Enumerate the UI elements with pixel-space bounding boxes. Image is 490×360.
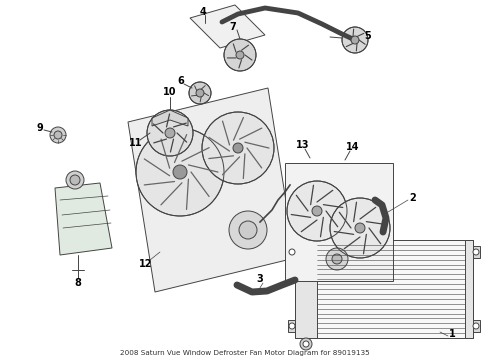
- Circle shape: [50, 127, 66, 143]
- Circle shape: [330, 198, 390, 258]
- Polygon shape: [152, 110, 188, 126]
- Polygon shape: [295, 240, 473, 338]
- Circle shape: [473, 323, 479, 329]
- Polygon shape: [295, 240, 317, 338]
- Circle shape: [287, 181, 347, 241]
- Polygon shape: [55, 183, 112, 255]
- Circle shape: [289, 249, 295, 255]
- Polygon shape: [285, 163, 393, 281]
- Text: 6: 6: [178, 76, 184, 86]
- Circle shape: [233, 143, 243, 153]
- Circle shape: [473, 249, 479, 255]
- Text: 12: 12: [139, 259, 153, 269]
- Polygon shape: [190, 5, 265, 48]
- Circle shape: [229, 211, 267, 249]
- Text: 2: 2: [410, 193, 416, 203]
- Text: 13: 13: [296, 140, 310, 150]
- Circle shape: [289, 323, 295, 329]
- Text: 14: 14: [346, 142, 360, 152]
- Text: 3: 3: [257, 274, 264, 284]
- Circle shape: [189, 82, 211, 104]
- Circle shape: [54, 131, 62, 139]
- Polygon shape: [288, 320, 295, 332]
- Circle shape: [312, 206, 322, 216]
- Text: 10: 10: [163, 87, 177, 97]
- Circle shape: [66, 171, 84, 189]
- Circle shape: [332, 254, 342, 264]
- Circle shape: [224, 39, 256, 71]
- Polygon shape: [128, 88, 295, 292]
- Circle shape: [173, 165, 187, 179]
- Circle shape: [355, 223, 365, 233]
- Text: 4: 4: [199, 7, 206, 17]
- Circle shape: [326, 248, 348, 270]
- Circle shape: [196, 89, 204, 97]
- Circle shape: [147, 110, 193, 156]
- Polygon shape: [473, 320, 480, 332]
- Text: 1: 1: [449, 329, 455, 339]
- Text: 7: 7: [230, 22, 236, 32]
- Text: 5: 5: [365, 31, 371, 41]
- Circle shape: [136, 128, 224, 216]
- Circle shape: [351, 36, 359, 44]
- Text: 9: 9: [37, 123, 44, 133]
- Text: 8: 8: [74, 278, 81, 288]
- Circle shape: [236, 51, 244, 59]
- Polygon shape: [473, 246, 480, 258]
- Polygon shape: [465, 240, 473, 338]
- Circle shape: [303, 341, 309, 347]
- Circle shape: [70, 175, 80, 185]
- Text: 11: 11: [129, 138, 143, 148]
- Circle shape: [300, 338, 312, 350]
- Polygon shape: [288, 246, 295, 258]
- Circle shape: [202, 112, 274, 184]
- Text: 2008 Saturn Vue Window Defroster Fan Motor Diagram for 89019135: 2008 Saturn Vue Window Defroster Fan Mot…: [120, 350, 370, 356]
- Circle shape: [239, 221, 257, 239]
- Circle shape: [342, 27, 368, 53]
- Circle shape: [165, 128, 175, 138]
